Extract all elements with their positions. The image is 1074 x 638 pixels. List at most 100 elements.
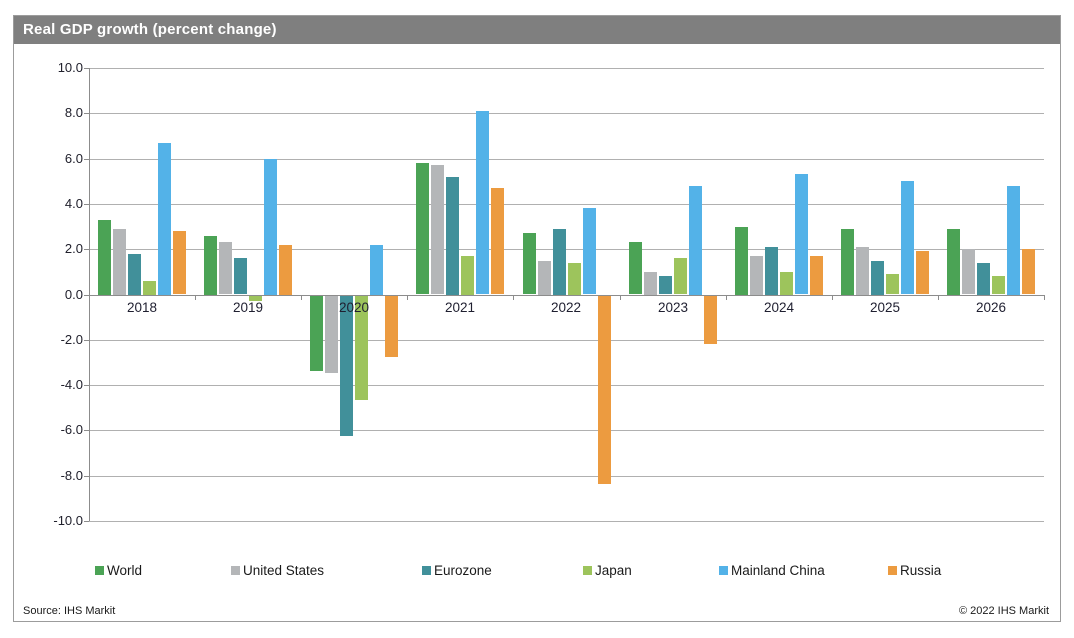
copyright-note: © 2022 IHS Markit [958, 605, 1049, 617]
bar-japan-2023 [674, 258, 687, 294]
bar-united-states-2020 [325, 296, 338, 373]
bar-world-2025 [841, 229, 854, 295]
gridline [89, 476, 1044, 477]
gridline [89, 249, 1044, 250]
legend-marker-icon [422, 565, 431, 575]
legend-label: Mainland China [731, 562, 825, 578]
x-axis-tick [407, 295, 408, 300]
y-axis-tick [84, 385, 89, 386]
bar-world-2019 [204, 236, 217, 295]
bar-mainland-china-2025 [901, 181, 914, 294]
y-axis-label: -4.0 [60, 377, 83, 392]
legend-label: Japan [595, 562, 632, 578]
y-axis-label: -6.0 [60, 422, 83, 437]
bar-mainland-china-2021 [476, 111, 489, 294]
gridline [89, 204, 1044, 205]
x-axis-label-2026: 2026 [975, 300, 1007, 315]
bar-eurozone-2018 [128, 254, 141, 295]
y-axis-label: 10.0 [57, 60, 83, 75]
bar-mainland-china-2018 [158, 143, 171, 295]
bar-japan-2018 [143, 281, 156, 295]
bar-united-states-2026 [962, 249, 975, 294]
x-axis-zero-line [89, 295, 1044, 296]
bar-united-states-2018 [113, 229, 126, 295]
x-axis-label-2018: 2018 [126, 300, 158, 315]
footer: Source: IHS Markit © 2022 IHS Markit [23, 605, 1049, 617]
gridline [89, 521, 1044, 522]
legend: World United States Eurozone Japan Mainland … [14, 560, 1060, 584]
legend-item-eurozone: Eurozone [422, 560, 492, 580]
y-axis-tick [84, 430, 89, 431]
x-axis-tick [195, 295, 196, 300]
bar-japan-2020 [355, 296, 368, 400]
x-axis-tick [832, 295, 833, 300]
bar-eurozone-2021 [446, 177, 459, 295]
bar-world-2022 [523, 233, 536, 294]
bar-mainland-china-2022 [583, 208, 596, 294]
bar-mainland-china-2026 [1007, 186, 1020, 295]
x-axis-tick [513, 295, 514, 300]
x-axis-label-2022: 2022 [550, 300, 582, 315]
bar-mainland-china-2020 [370, 245, 383, 295]
y-axis-line [89, 68, 90, 521]
bar-mainland-china-2024 [795, 174, 808, 294]
bar-japan-2026 [992, 276, 1005, 294]
bar-mainland-china-2023 [689, 186, 702, 295]
bar-japan-2025 [886, 274, 899, 294]
bar-russia-2022 [598, 296, 611, 484]
y-axis-label: -10.0 [53, 513, 83, 528]
y-axis-tick [84, 204, 89, 205]
legend-label: Russia [900, 562, 942, 578]
bar-eurozone-2019 [234, 258, 247, 294]
x-axis-label-2020: 2020 [338, 300, 370, 315]
bar-world-2024 [735, 227, 748, 295]
x-axis-tick [938, 295, 939, 300]
x-axis-label-2025: 2025 [869, 300, 901, 315]
legend-item-united-states: United States [231, 560, 324, 580]
legend-item-world: World [95, 560, 142, 580]
bar-world-2023 [629, 242, 642, 294]
bar-eurozone-2023 [659, 276, 672, 294]
bar-world-2021 [416, 163, 429, 294]
bar-japan-2021 [461, 256, 474, 295]
gridline [89, 113, 1044, 114]
legend-marker-icon [583, 565, 592, 575]
source-note: Source: IHS Markit [23, 605, 116, 617]
bar-russia-2025 [916, 251, 929, 294]
legend-marker-icon [888, 565, 897, 575]
y-axis-label: -2.0 [60, 332, 83, 347]
bar-united-states-2021 [431, 165, 444, 294]
x-axis-label-2019: 2019 [232, 300, 264, 315]
gridline [89, 159, 1044, 160]
y-axis-label: 2.0 [64, 241, 83, 256]
bar-eurozone-2025 [871, 261, 884, 295]
bar-united-states-2019 [219, 242, 232, 294]
bar-russia-2023 [704, 296, 717, 344]
x-axis-tick [301, 295, 302, 300]
legend-item-japan: Japan [583, 560, 632, 580]
legend-label: Eurozone [434, 562, 492, 578]
y-axis-tick [84, 159, 89, 160]
gridline [89, 340, 1044, 341]
legend-label: United States [243, 562, 325, 578]
y-axis-tick [84, 113, 89, 114]
x-axis-tick [620, 295, 621, 300]
bar-russia-2018 [173, 231, 186, 294]
bar-russia-2024 [810, 256, 823, 295]
bar-world-2018 [98, 220, 111, 295]
bar-world-2026 [947, 229, 960, 295]
bar-russia-2021 [491, 188, 504, 294]
legend-item-russia: Russia [888, 560, 941, 580]
bar-japan-2019 [249, 296, 262, 301]
y-axis-tick [84, 249, 89, 250]
x-axis-tick [1044, 295, 1045, 300]
y-axis-label: 8.0 [64, 105, 83, 120]
x-axis-tick [89, 295, 90, 300]
y-axis-label: 0.0 [64, 287, 83, 302]
legend-marker-icon [231, 565, 240, 575]
legend-label: World [107, 562, 143, 578]
x-axis-label-2024: 2024 [763, 300, 795, 315]
bar-eurozone-2024 [765, 247, 778, 295]
y-axis-label: 4.0 [64, 196, 83, 211]
y-axis-tick [84, 295, 89, 296]
